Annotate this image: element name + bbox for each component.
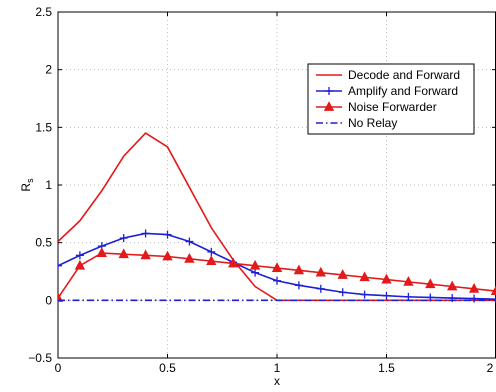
x-tick-label: 0 — [55, 361, 62, 375]
x-tick-label: 0.5 — [159, 361, 176, 375]
legend: Decode and Forward Amplify and Forward Noi… — [307, 63, 475, 135]
triangle-marker — [271, 262, 283, 272]
y-tick-label: 0 — [45, 293, 52, 307]
triangle-marker — [74, 259, 86, 270]
triangle-marker — [206, 255, 217, 266]
triangle-marker — [323, 101, 335, 111]
y-tick-label: 2 — [45, 63, 52, 77]
triangle-marker — [315, 266, 326, 277]
series-layer — [58, 132, 496, 304]
triangle-marker — [140, 249, 151, 260]
triangle-marker — [425, 278, 436, 289]
triangle-marker — [118, 248, 129, 259]
triangle-marker — [337, 269, 348, 279]
triangle-marker — [96, 247, 107, 257]
y-axis-label-subscript: s — [25, 178, 35, 183]
y-tick-label: 1 — [45, 178, 52, 192]
series-noise-forwarder — [58, 247, 496, 302]
triangle-marker — [228, 257, 239, 268]
x-axis-label: x — [274, 374, 280, 388]
y-axis-label-main: R — [19, 183, 33, 192]
triangle-marker — [58, 292, 64, 302]
y-tick-label: 1.5 — [35, 120, 52, 134]
legend-item: Noise Forwarder — [316, 100, 437, 114]
legend-label: No Relay — [348, 116, 397, 130]
x-tick-label: 2 — [487, 361, 494, 375]
legend-label: Noise Forwarder — [348, 100, 437, 114]
y-tick-label: 0.5 — [35, 236, 52, 250]
x-tick-label: 1 — [274, 361, 281, 375]
triangle-marker — [293, 264, 305, 275]
legend-item: Decode and Forward — [316, 68, 460, 82]
triangle-marker — [184, 252, 195, 263]
triangle-marker — [403, 276, 414, 286]
x-tick-label: 1.5 — [378, 361, 395, 375]
y-tick-label: −0.5 — [28, 351, 52, 365]
legend-item: No Relay — [316, 116, 397, 130]
triangle-marker — [359, 271, 370, 282]
triangle-marker — [162, 250, 173, 261]
y-axis-label: Rs — [19, 178, 35, 192]
triangle-marker — [447, 280, 458, 291]
triangle-marker — [468, 282, 480, 293]
y-tick-label: 2.5 — [35, 5, 52, 19]
legend-label: Amplify and Forward — [348, 84, 458, 98]
triangle-marker — [381, 273, 392, 284]
triangle-marker — [490, 285, 496, 296]
legend-label: Decode and Forward — [348, 68, 460, 82]
legend-item: Amplify and Forward — [316, 84, 458, 98]
triangle-marker — [249, 259, 261, 270]
